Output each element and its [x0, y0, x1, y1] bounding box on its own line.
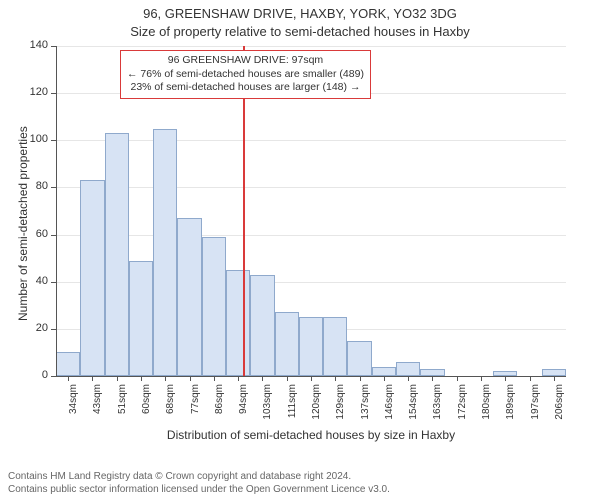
histogram-bar [250, 275, 274, 376]
y-axis-label: Number of semi-detached properties [16, 126, 30, 321]
histogram-bar [299, 317, 323, 376]
histogram-bar [153, 129, 177, 377]
x-tick-label: 137sqm [360, 384, 371, 434]
histogram-bar [202, 237, 226, 376]
histogram-bar [129, 261, 153, 377]
histogram-bar [323, 317, 347, 376]
y-axis-line [56, 46, 57, 376]
x-tick-label: 163sqm [432, 384, 443, 434]
histogram-bar [226, 270, 250, 376]
histogram-bar [275, 312, 299, 376]
x-tick-label: 86sqm [214, 384, 225, 434]
gridline [56, 140, 566, 141]
x-tick-label: 43sqm [92, 384, 103, 434]
footer-line-1: Contains HM Land Registry data © Crown c… [8, 470, 390, 483]
histogram-bar [420, 369, 444, 376]
annotation-line-2: ← 76% of semi-detached houses are smalle… [127, 68, 364, 82]
histogram-bar [542, 369, 566, 376]
x-tick-label: 68sqm [165, 384, 176, 434]
footer-attribution: Contains HM Land Registry data © Crown c… [8, 470, 390, 496]
x-axis-label: Distribution of semi-detached houses by … [56, 428, 566, 442]
histogram-bar [177, 218, 201, 376]
x-tick-label: 94sqm [238, 384, 249, 434]
annotation-line-1: 96 GREENSHAW DRIVE: 97sqm [127, 54, 364, 68]
y-tick-label: 140 [18, 39, 48, 51]
histogram-bar [105, 133, 129, 376]
x-tick-label: 111sqm [287, 384, 298, 434]
x-tick-label: 129sqm [335, 384, 346, 434]
x-tick-label: 146sqm [384, 384, 395, 434]
footer-line-2: Contains public sector information licen… [8, 483, 390, 496]
gridline [56, 235, 566, 236]
histogram-bar [372, 367, 396, 376]
histogram-bar [396, 362, 420, 376]
y-tick-label: 20 [18, 322, 48, 334]
y-tick-label: 0 [18, 369, 48, 381]
gridline [56, 46, 566, 47]
x-tick-label: 51sqm [117, 384, 128, 434]
histogram-bar [347, 341, 371, 376]
x-tick-label: 120sqm [311, 384, 322, 434]
x-tick-label: 34sqm [68, 384, 79, 434]
x-tick-label: 180sqm [481, 384, 492, 434]
x-tick-label: 60sqm [141, 384, 152, 434]
chart-container: { "title_main": "96, GREENSHAW DRIVE, HA… [0, 0, 600, 500]
chart-title-sub: Size of property relative to semi-detach… [0, 24, 600, 39]
x-tick-label: 197sqm [530, 384, 541, 434]
x-tick-label: 189sqm [505, 384, 516, 434]
x-tick-label: 77sqm [190, 384, 201, 434]
x-tick-label: 154sqm [408, 384, 419, 434]
x-tick-label: 206sqm [554, 384, 565, 434]
annotation-line-3: 23% of semi-detached houses are larger (… [127, 81, 364, 95]
histogram-bar [56, 352, 80, 376]
histogram-bar [80, 180, 104, 376]
x-axis-line [56, 376, 566, 377]
chart-title-main: 96, GREENSHAW DRIVE, HAXBY, YORK, YO32 3… [0, 6, 600, 21]
gridline [56, 187, 566, 188]
x-tick-label: 172sqm [457, 384, 468, 434]
x-tick-label: 103sqm [262, 384, 273, 434]
annotation-box: 96 GREENSHAW DRIVE: 97sqm← 76% of semi-d… [120, 50, 371, 99]
y-tick-label: 120 [18, 86, 48, 98]
plot-area: 02040608010012014034sqm43sqm51sqm60sqm68… [56, 46, 566, 376]
